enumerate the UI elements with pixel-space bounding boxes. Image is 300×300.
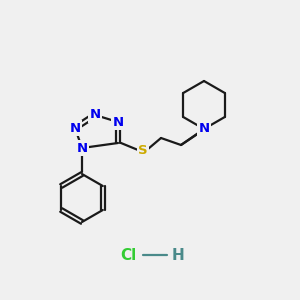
Text: H: H (172, 248, 184, 262)
Text: Cl: Cl (120, 248, 136, 262)
Text: N: N (76, 142, 88, 154)
Text: S: S (138, 143, 148, 157)
Text: N: N (112, 116, 124, 128)
Text: N: N (69, 122, 81, 134)
Text: N: N (89, 109, 100, 122)
Text: N: N (198, 122, 210, 136)
